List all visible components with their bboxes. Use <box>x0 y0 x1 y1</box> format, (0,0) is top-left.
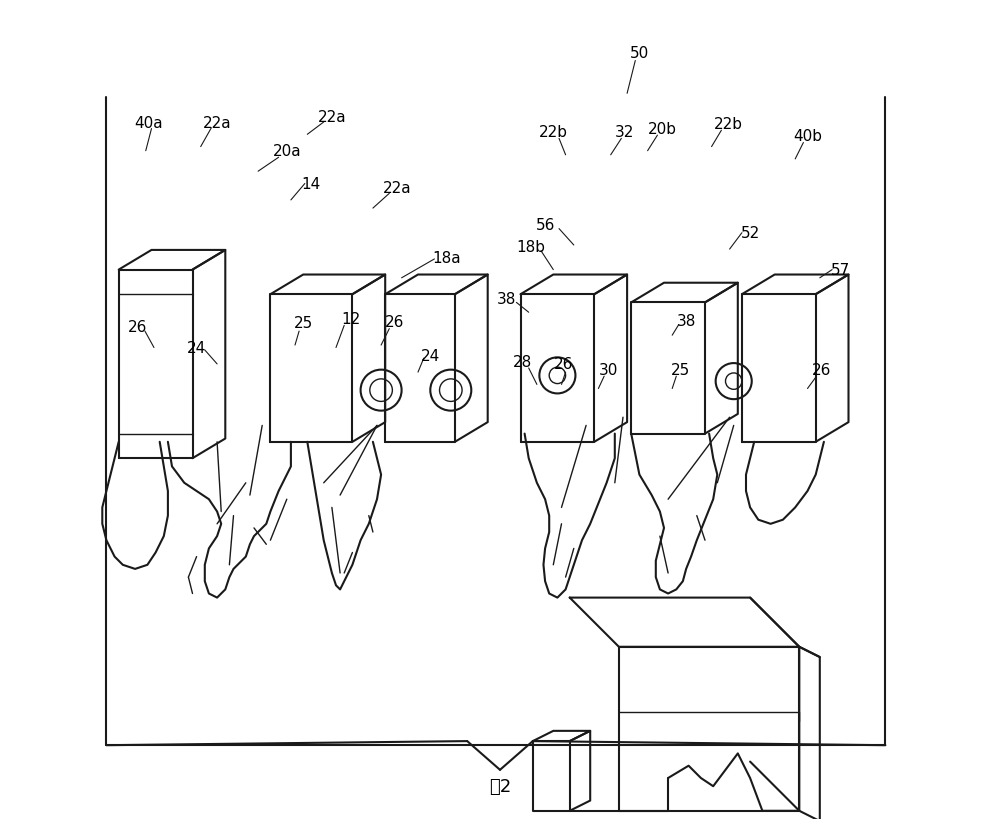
Text: 22a: 22a <box>203 115 231 130</box>
Text: 38: 38 <box>497 292 516 306</box>
Text: 40a: 40a <box>135 115 163 130</box>
Text: 20b: 20b <box>648 122 677 137</box>
Text: 14: 14 <box>302 177 321 192</box>
Text: 52: 52 <box>740 226 760 241</box>
Text: 22b: 22b <box>539 125 568 140</box>
Text: 22b: 22b <box>713 117 742 132</box>
Text: 57: 57 <box>831 263 850 278</box>
Text: 26: 26 <box>554 357 574 372</box>
Text: 26: 26 <box>812 363 831 378</box>
Text: 图2: 图2 <box>489 777 511 795</box>
Text: 40b: 40b <box>793 129 822 144</box>
Text: 24: 24 <box>187 341 206 355</box>
Text: 22a: 22a <box>318 110 346 124</box>
Text: 25: 25 <box>671 363 690 378</box>
Text: 26: 26 <box>385 314 405 329</box>
Text: 24: 24 <box>421 349 440 364</box>
Text: 25: 25 <box>294 316 313 331</box>
Text: 38: 38 <box>676 314 696 328</box>
Text: 22a: 22a <box>383 181 412 196</box>
Text: 56: 56 <box>535 218 555 233</box>
Text: 26: 26 <box>128 320 147 335</box>
Text: 30: 30 <box>599 363 618 378</box>
Text: 20a: 20a <box>272 144 301 159</box>
Text: 28: 28 <box>513 355 533 369</box>
Text: 50: 50 <box>630 46 649 61</box>
Text: 12: 12 <box>341 312 360 327</box>
Text: 32: 32 <box>615 125 634 140</box>
Text: 18a: 18a <box>432 251 461 265</box>
Text: 18b: 18b <box>517 240 546 255</box>
